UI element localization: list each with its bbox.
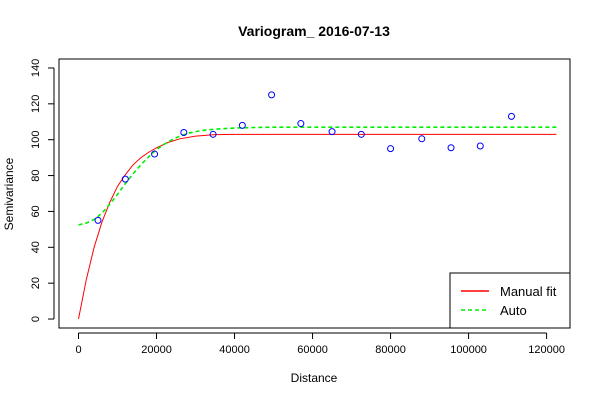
y-tick-label: 140 <box>30 59 42 77</box>
y-tick-label: 60 <box>30 205 42 217</box>
y-tick-label: 20 <box>30 277 42 289</box>
series-line-manual-fit <box>78 133 557 320</box>
points-layer <box>94 91 515 224</box>
legend-label: Auto <box>500 303 527 318</box>
y-tick-label: 100 <box>30 131 42 149</box>
y-tick-label: 40 <box>30 241 42 253</box>
data-point <box>180 129 188 137</box>
data-point <box>209 130 217 138</box>
data-point <box>328 128 336 136</box>
data-point <box>268 91 276 99</box>
x-tick-label: 100000 <box>450 344 487 356</box>
data-point <box>476 142 484 150</box>
data-point <box>94 216 102 224</box>
legend-box <box>449 272 571 329</box>
legend: Manual fit Auto <box>449 272 571 329</box>
x-tick-label: 80000 <box>375 344 406 356</box>
data-point <box>447 144 455 152</box>
data-point <box>387 145 395 153</box>
data-point <box>418 135 426 143</box>
data-point <box>238 121 246 129</box>
x-tick-label: 20000 <box>141 344 172 356</box>
series-line-auto <box>78 126 557 226</box>
data-point <box>507 112 515 120</box>
y-axis-label: Semivariance <box>2 157 16 230</box>
data-point <box>297 120 305 128</box>
data-point <box>357 130 365 138</box>
x-tick-label: 120000 <box>528 344 565 356</box>
x-tick-label: 0 <box>75 344 81 356</box>
y-tick-label: 120 <box>30 95 42 113</box>
data-point <box>151 150 159 158</box>
y-axis: 0 20 40 60 80 100 120 140 <box>30 59 55 322</box>
series-layer <box>78 126 557 320</box>
x-tick-label: 40000 <box>219 344 250 356</box>
x-axis: 0 20000 40000 60000 80000 100000 120000 <box>75 332 565 356</box>
x-tick-label: 60000 <box>297 344 328 356</box>
chart-title: Variogram_ 2016-07-13 <box>238 23 390 39</box>
x-axis-label: Distance <box>291 371 338 385</box>
y-tick-label: 80 <box>30 169 42 181</box>
plot-frame <box>58 58 571 329</box>
y-tick-label: 0 <box>30 316 42 322</box>
data-point <box>121 175 129 183</box>
legend-label: Manual fit <box>500 284 557 299</box>
